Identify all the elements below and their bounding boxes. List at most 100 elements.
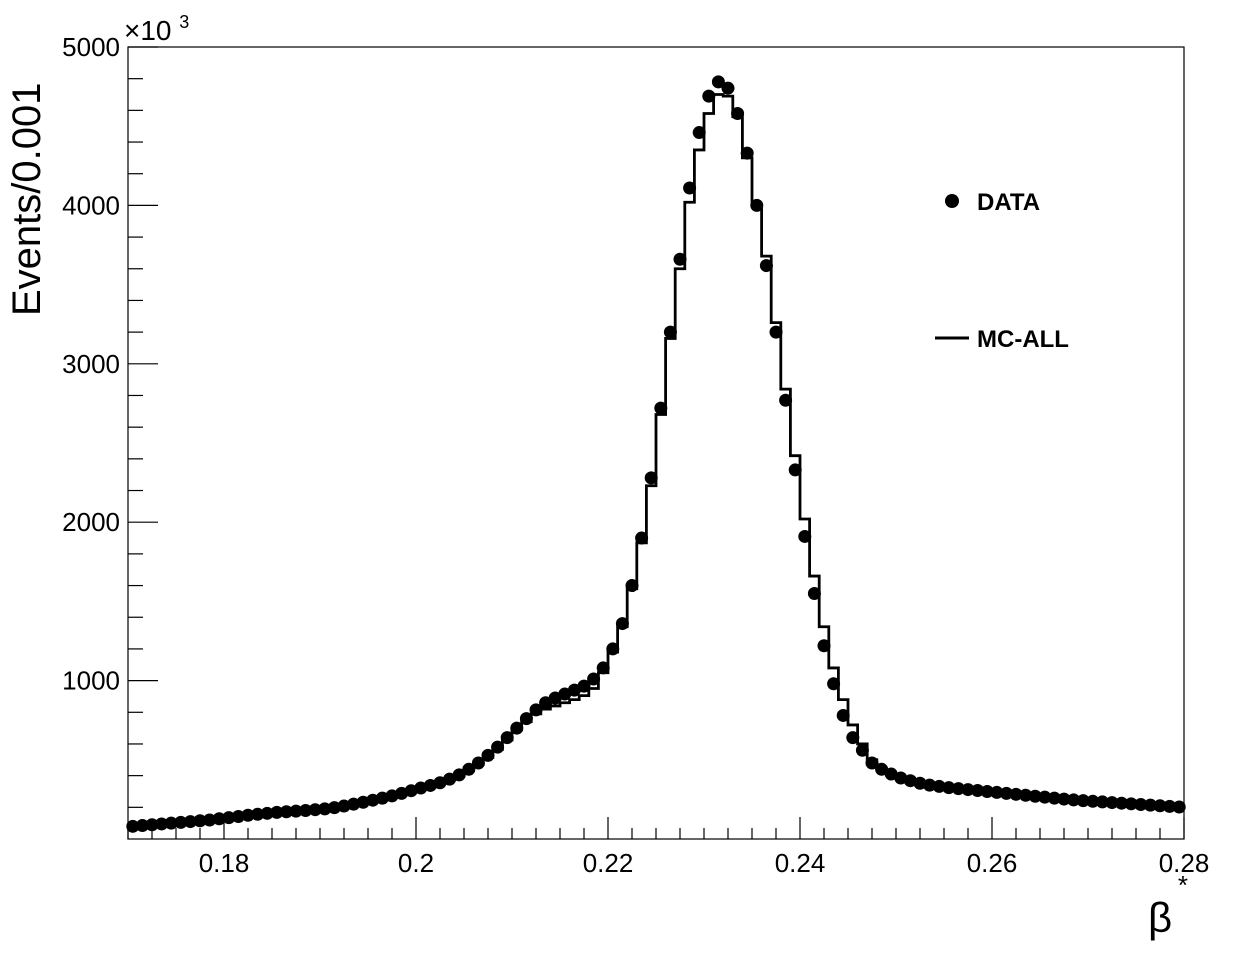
data-point	[260, 806, 274, 820]
data-point	[1105, 796, 1119, 810]
data-point	[721, 81, 735, 95]
data-point	[702, 89, 716, 103]
data-point	[759, 259, 773, 273]
data-point	[855, 743, 869, 757]
data-point	[663, 325, 677, 339]
data-point	[1095, 795, 1109, 809]
data-point	[145, 818, 159, 832]
x-tick-label: 0.2	[398, 848, 434, 878]
data-point	[769, 325, 783, 339]
data-point	[1172, 800, 1186, 814]
data-point	[155, 817, 169, 831]
legend-data-marker	[945, 194, 959, 208]
data-point	[990, 785, 1004, 799]
data-point	[836, 708, 850, 722]
legend-data-label: DATA	[977, 189, 1040, 216]
data-point	[270, 805, 284, 819]
data-point	[529, 703, 543, 717]
data-point	[135, 819, 149, 833]
data-point	[203, 813, 217, 827]
data-point	[865, 756, 879, 770]
data-point	[500, 731, 514, 745]
data-point	[481, 748, 495, 762]
y-tick-label: 4000	[62, 190, 120, 220]
data-point	[923, 778, 937, 792]
data-point	[740, 146, 754, 160]
data-point	[827, 677, 841, 691]
legend-mc-label: MC-ALL	[977, 326, 1069, 353]
x-axis-title: β *	[1148, 870, 1188, 941]
data-point	[279, 805, 293, 819]
data-point	[673, 252, 687, 266]
data-point	[1124, 797, 1138, 811]
data-point	[519, 712, 533, 726]
data-point	[289, 804, 303, 818]
data-point	[126, 819, 140, 833]
y-tick-labels: 1000 2000 3000 4000 5000	[62, 32, 120, 696]
plot-frame	[127, 46, 1185, 840]
data-points	[126, 75, 1186, 833]
data-point	[711, 75, 725, 89]
data-point	[1057, 792, 1071, 806]
data-point	[1086, 794, 1100, 808]
y-tick-label: 1000	[62, 666, 120, 696]
data-point	[462, 762, 476, 776]
y-axis-multiplier: ×10 3	[124, 12, 189, 46]
data-point	[241, 808, 255, 822]
data-point	[635, 531, 649, 545]
y-axis-ticks	[128, 46, 158, 808]
data-point	[1028, 789, 1042, 803]
data-point	[1047, 791, 1061, 805]
y-tick-label: 3000	[62, 349, 120, 379]
data-point	[961, 783, 975, 797]
data-point	[452, 768, 466, 782]
data-point	[471, 756, 485, 770]
data-point	[1038, 790, 1052, 804]
data-point	[510, 721, 524, 735]
x-tick-labels: 0.18 0.2 0.22 0.24 0.26 0.28	[199, 848, 1210, 878]
data-point	[625, 579, 639, 593]
data-point	[798, 529, 812, 543]
data-point	[875, 762, 889, 776]
y-axis-multiplier-base: ×10	[124, 15, 172, 46]
y-axis-title: Events/0.001	[5, 83, 49, 317]
data-point	[807, 586, 821, 600]
data-point	[846, 731, 860, 745]
data-point	[318, 802, 332, 816]
data-point	[587, 672, 601, 686]
data-point	[491, 740, 505, 754]
data-point	[971, 784, 985, 798]
data-point	[231, 810, 245, 824]
data-point	[817, 639, 831, 653]
data-point	[654, 401, 668, 415]
data-point	[212, 812, 226, 826]
data-point	[615, 617, 629, 631]
data-point	[683, 181, 697, 195]
data-point	[1067, 793, 1081, 807]
data-point	[1163, 799, 1177, 813]
y-tick-label: 2000	[62, 507, 120, 537]
x-tick-label: 0.28	[1159, 848, 1210, 878]
data-point	[644, 471, 658, 485]
data-point	[308, 803, 322, 817]
data-point	[251, 807, 265, 821]
data-point	[1115, 796, 1129, 810]
data-point	[731, 107, 745, 121]
y-axis-multiplier-exponent: 3	[179, 12, 189, 32]
legend: DATA MC-ALL	[935, 189, 1069, 353]
data-point	[1134, 797, 1148, 811]
data-point	[539, 696, 553, 710]
data-point	[164, 816, 178, 830]
data-point	[951, 782, 965, 796]
data-point	[193, 814, 207, 828]
data-point	[999, 786, 1013, 800]
data-point	[980, 784, 994, 798]
data-point	[692, 126, 706, 140]
data-point	[1076, 794, 1090, 808]
x-axis-ticks	[127, 817, 1185, 839]
x-tick-label: 0.24	[775, 848, 826, 878]
data-point	[596, 661, 610, 675]
data-point	[1009, 787, 1023, 801]
data-point	[299, 803, 313, 817]
